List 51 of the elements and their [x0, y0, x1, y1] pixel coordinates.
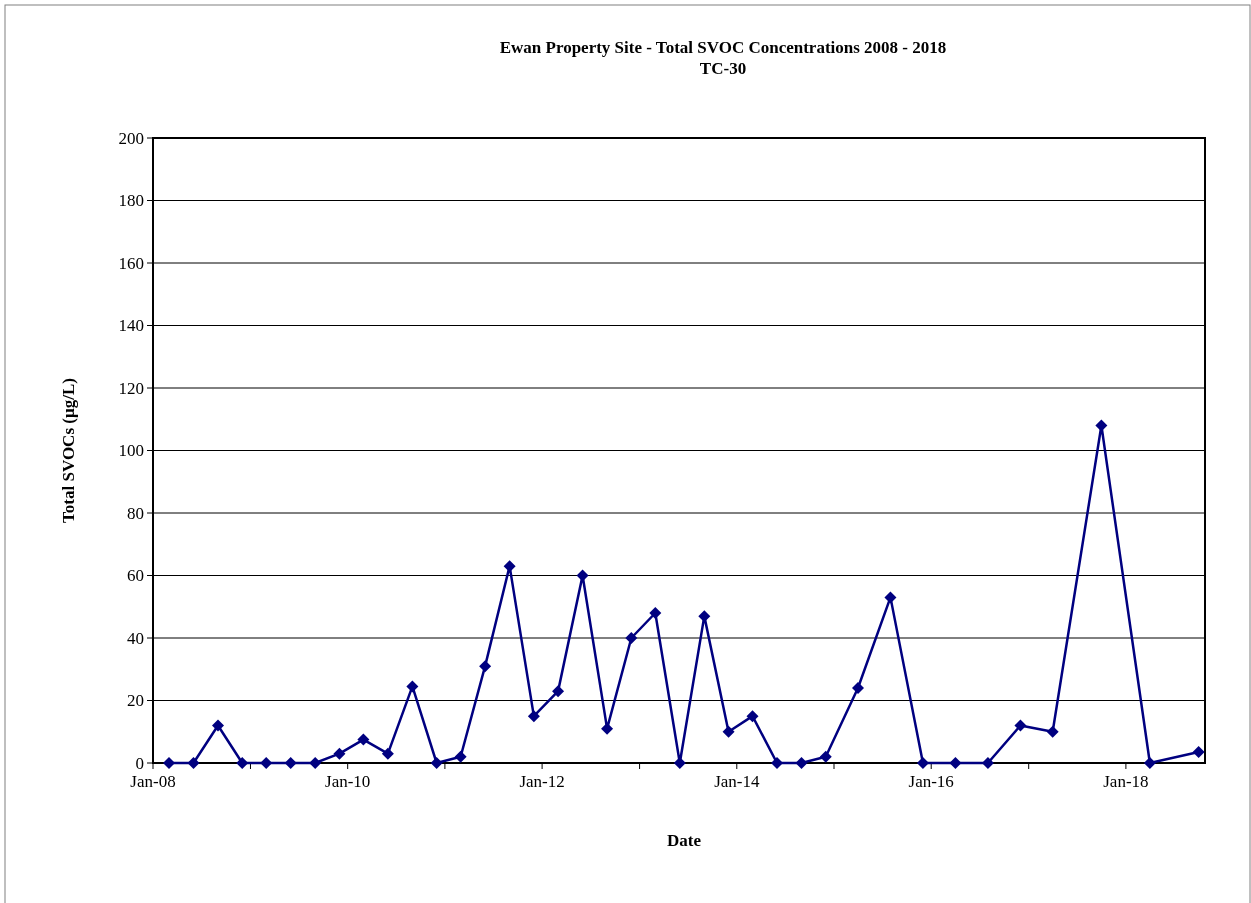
- point: [1143, 757, 1156, 769]
- point: [357, 733, 370, 746]
- point: [527, 710, 540, 723]
- y-tick-label: 160: [118, 253, 144, 273]
- y-tick-label: 0: [135, 753, 144, 773]
- point: [949, 757, 962, 769]
- point: [552, 685, 565, 698]
- point: [884, 591, 897, 604]
- point: [625, 632, 638, 644]
- x-tick-label: Jan-08: [130, 772, 176, 791]
- point: [916, 757, 929, 769]
- y-tick-label: 80: [127, 503, 144, 523]
- point: [479, 660, 492, 673]
- y-tick-label: 100: [118, 441, 144, 461]
- y-tick-label: 120: [118, 378, 144, 398]
- y-tick-label: 20: [127, 691, 144, 711]
- point: [309, 757, 322, 769]
- x-tick-label: Jan-16: [908, 772, 954, 791]
- point: [430, 757, 443, 769]
- x-tick-label: Jan-12: [519, 772, 565, 791]
- point: [162, 757, 175, 769]
- chart-subtitle: TC-30: [699, 59, 747, 78]
- point: [454, 750, 467, 763]
- point: [236, 757, 249, 769]
- point: [284, 757, 297, 769]
- y-tick-label: 180: [118, 191, 144, 211]
- point: [187, 757, 200, 769]
- y-tick-label: 200: [118, 128, 144, 148]
- point: [211, 719, 224, 732]
- point: [673, 757, 686, 769]
- point: [722, 725, 735, 738]
- point: [819, 750, 832, 763]
- x-axis-title: Date: [667, 831, 702, 850]
- point: [649, 607, 662, 619]
- y-tick-label: 40: [127, 628, 144, 648]
- point: [1014, 719, 1027, 732]
- x-tick-label: Jan-10: [325, 772, 371, 791]
- x-tick-label: Jan-18: [1103, 772, 1149, 791]
- point: [1192, 746, 1205, 759]
- y-tick-label: 140: [118, 316, 144, 336]
- point: [381, 747, 394, 760]
- point: [746, 710, 759, 723]
- y-axis-title: Total SVOCs (µg/L): [59, 378, 78, 523]
- chart-title: Ewan Property Site - Total SVOC Concentrations 2008 - 2018: [499, 38, 947, 57]
- x-tick-label: Jan-14: [714, 772, 760, 791]
- point: [333, 747, 346, 760]
- point: [795, 757, 808, 769]
- point: [1046, 725, 1059, 738]
- point: [851, 682, 864, 694]
- point: [406, 680, 419, 693]
- y-tick-label: 60: [127, 566, 144, 586]
